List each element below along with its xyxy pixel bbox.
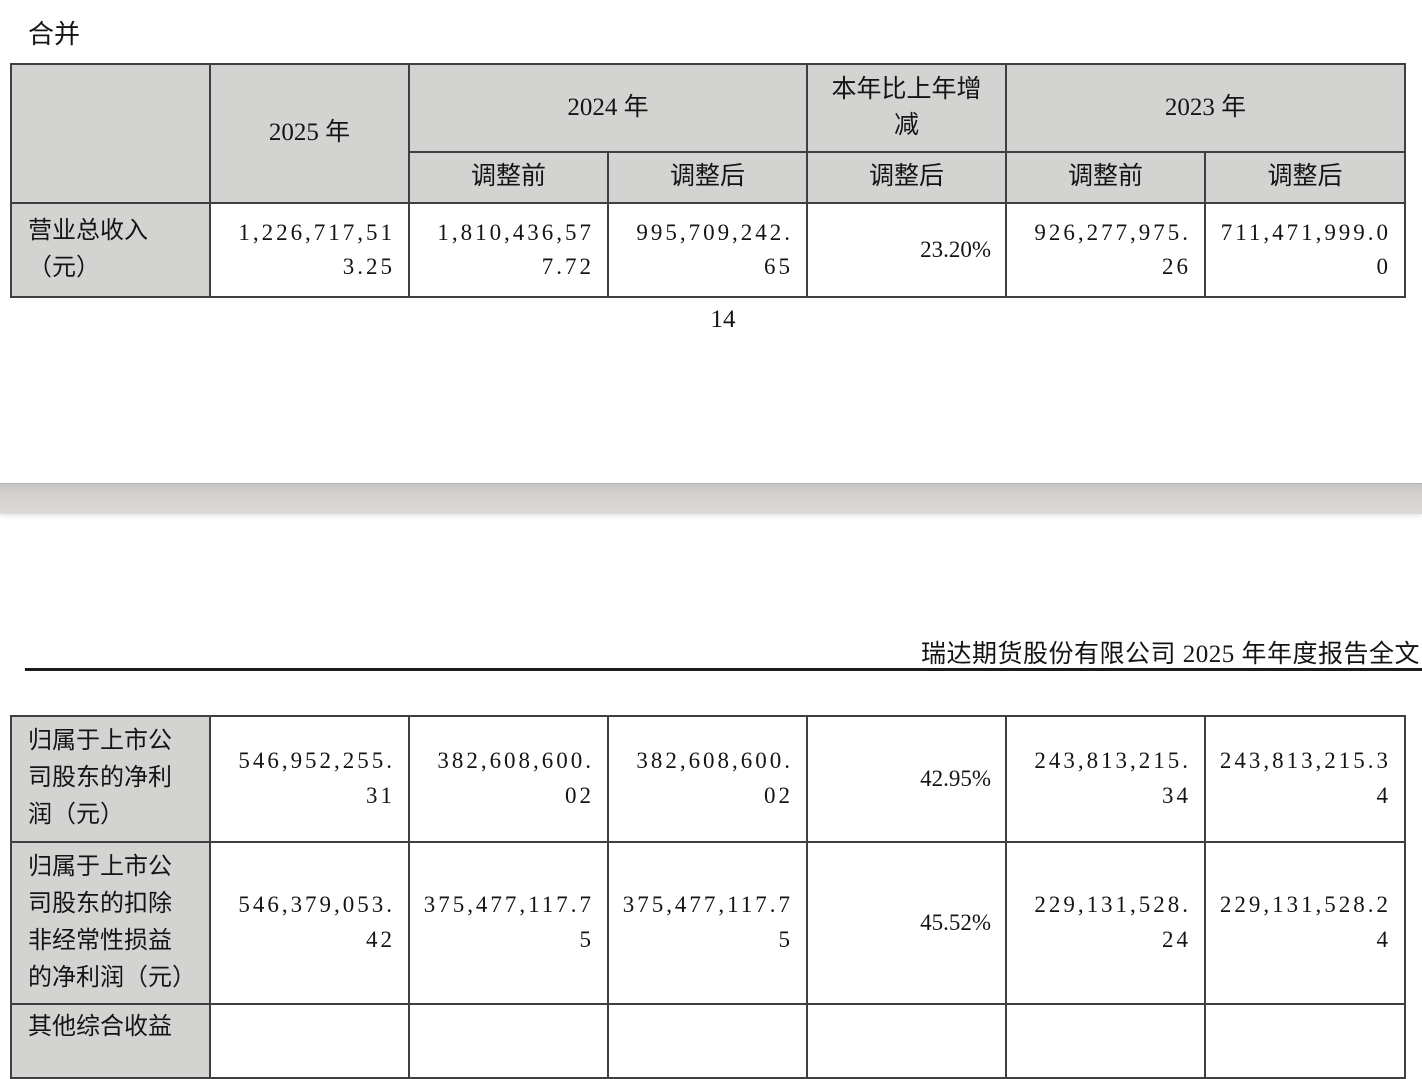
cell-2023-after: 243,813,215.34 xyxy=(1204,715,1406,843)
page-number: 14 xyxy=(710,306,736,333)
cell-change xyxy=(806,1003,1007,1079)
page-break-gap xyxy=(0,483,1422,514)
cell-2024-after xyxy=(607,1003,808,1079)
table-row-net-profit-excl-nonrecurring: 归属于上市公司股东的扣除非经常性损益的净利润（元） 546,379,053.42… xyxy=(10,840,1406,1006)
header-row-years: 2025 年 2024 年 本年比上年增减 2023 年 xyxy=(10,63,1407,204)
cell-2024-before: 382,608,600.02 xyxy=(408,715,609,843)
cell-2025: 546,379,053.42 xyxy=(209,840,410,1006)
financial-table-page2: 归属于上市公司股东的净利润（元） 546,952,255.31 382,608,… xyxy=(10,715,1406,1079)
cell-2024-before: 1,810,436,577.72 xyxy=(408,202,609,298)
header-yoy-change: 本年比上年增减 xyxy=(806,63,1008,153)
cell-2025: 1,226,717,513.25 xyxy=(209,202,410,298)
cell-2023-after: 711,471,999.00 xyxy=(1204,202,1407,298)
table-row-other-comprehensive-income-partial: 其他综合收益 xyxy=(10,1003,1406,1079)
cell-change: 42.95% xyxy=(806,715,1007,843)
row-label: 营业总收入（元） xyxy=(10,202,211,298)
financial-table-page1: 2025 年 2024 年 本年比上年增减 2023 年 调整前 调整后 调整后… xyxy=(10,63,1407,298)
pdf-viewer-page: 合并 2025 年 2024 年 本年比上年增减 2023 年 调整前 调整后 … xyxy=(0,20,1422,1079)
row-label: 其他综合收益 xyxy=(10,1003,211,1079)
cell-2023-before: 243,813,215.34 xyxy=(1005,715,1206,843)
cell-2024-after: 382,608,600.02 xyxy=(607,715,808,843)
cell-2023-before: 926,277,975.26 xyxy=(1005,202,1207,298)
header-2025: 2025 年 xyxy=(209,63,410,204)
header-row-adjustments: 调整前 调整后 调整后 调整前 调整后 xyxy=(11,151,1407,204)
cell-2024-after: 995,709,242.65 xyxy=(606,202,809,298)
cell-2024-before xyxy=(408,1003,609,1079)
subheader-change-after: 调整后 xyxy=(806,151,1008,204)
cell-change: 23.20% xyxy=(806,202,1008,298)
section-label-consolidated: 合并 xyxy=(28,20,81,49)
running-header-title: 瑞达期货股份有限公司 2025 年年度报告全文 xyxy=(920,641,1420,668)
header-rule xyxy=(25,668,1422,671)
table-row-net-profit: 归属于上市公司股东的净利润（元） 546,952,255.31 382,608,… xyxy=(10,715,1406,843)
row-label: 归属于上市公司股东的扣除非经常性损益的净利润（元） xyxy=(10,840,211,1006)
cell-2023-after: 229,131,528.24 xyxy=(1204,840,1406,1006)
cell-change: 45.52% xyxy=(806,840,1007,1006)
subheader-2023-after: 调整后 xyxy=(1204,151,1407,204)
table-row-total-revenue: 营业总收入（元） 1,226,717,513.25 1,810,436,577.… xyxy=(10,202,1407,298)
subheader-2024-before: 调整前 xyxy=(408,151,609,204)
row-label: 归属于上市公司股东的净利润（元） xyxy=(10,715,211,843)
corner-cell xyxy=(10,63,211,204)
header-2024: 2024 年 xyxy=(407,63,809,153)
cell-2025 xyxy=(209,1003,410,1079)
subheader-2024-after: 调整后 xyxy=(606,151,809,204)
cell-2023-before: 229,131,528.24 xyxy=(1005,840,1206,1006)
cell-2025: 546,952,255.31 xyxy=(209,715,410,843)
cell-2024-after: 375,477,117.75 xyxy=(607,840,808,1006)
header-2023: 2023 年 xyxy=(1005,63,1407,153)
cell-2023-before xyxy=(1005,1003,1206,1079)
cell-2023-after xyxy=(1204,1003,1406,1079)
cell-2024-before: 375,477,117.75 xyxy=(408,840,609,1006)
subheader-2023-before: 调整前 xyxy=(1005,151,1207,204)
